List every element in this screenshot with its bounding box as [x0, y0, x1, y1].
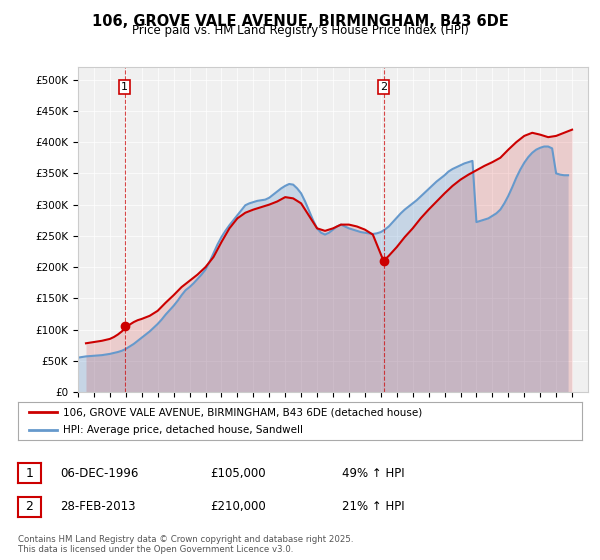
Text: Contains HM Land Registry data © Crown copyright and database right 2025.
This d: Contains HM Land Registry data © Crown c…	[18, 535, 353, 554]
Text: 106, GROVE VALE AVENUE, BIRMINGHAM, B43 6DE (detached house): 106, GROVE VALE AVENUE, BIRMINGHAM, B43 …	[63, 407, 422, 417]
Text: 1: 1	[121, 82, 128, 92]
Text: 1: 1	[25, 466, 34, 480]
Text: £210,000: £210,000	[210, 500, 266, 514]
Text: 2: 2	[380, 82, 387, 92]
Text: HPI: Average price, detached house, Sandwell: HPI: Average price, detached house, Sand…	[63, 425, 303, 435]
Text: 06-DEC-1996: 06-DEC-1996	[60, 466, 139, 480]
Text: £105,000: £105,000	[210, 466, 266, 480]
Text: Price paid vs. HM Land Registry's House Price Index (HPI): Price paid vs. HM Land Registry's House …	[131, 24, 469, 37]
Text: 106, GROVE VALE AVENUE, BIRMINGHAM, B43 6DE: 106, GROVE VALE AVENUE, BIRMINGHAM, B43 …	[92, 14, 508, 29]
Text: 28-FEB-2013: 28-FEB-2013	[60, 500, 136, 514]
Text: 21% ↑ HPI: 21% ↑ HPI	[342, 500, 404, 514]
Text: 49% ↑ HPI: 49% ↑ HPI	[342, 466, 404, 480]
Text: 2: 2	[25, 500, 34, 514]
